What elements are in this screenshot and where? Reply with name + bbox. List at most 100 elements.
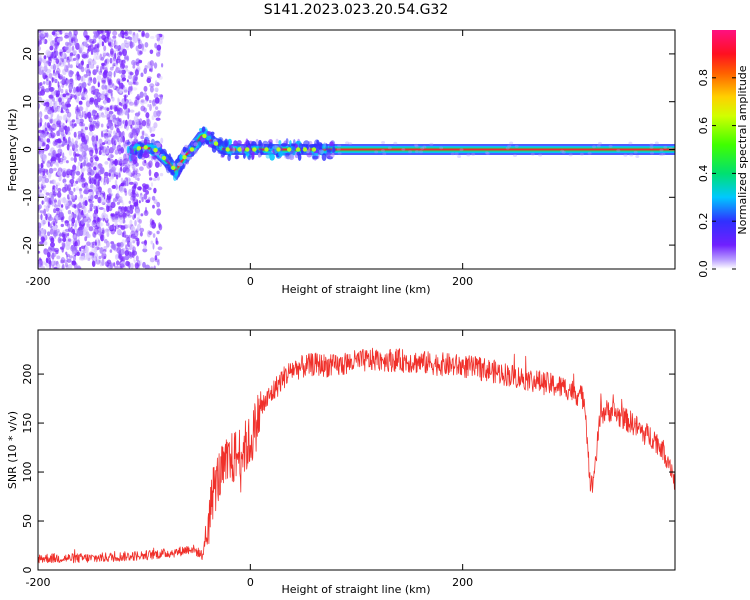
spectrogram-noise-point [128,181,134,185]
carrier-faint-point [507,144,512,148]
carrier-faint-point [598,141,602,145]
spectrogram-noise-point [148,169,152,177]
spectrogram-noise-point [89,207,93,212]
spectrogram-noise-point [70,157,74,161]
spectrogram-noise-point [115,193,120,200]
spectrogram-noise-point [33,123,38,127]
spectrogram-noise-point [112,85,116,89]
spectrogram-noise-point [38,151,45,158]
spectrogram-noise-point [75,171,81,176]
spectrogram-noise-point [80,132,86,138]
spectrogram-noise-point [150,266,154,269]
spectrogram-noise-point [38,175,42,182]
spectrogram-noise-point [106,177,110,185]
spectrogram-noise-point [76,86,80,93]
spectrogram-noise-point [83,189,88,195]
spectrogram-noise-point [62,122,65,129]
carrier-faint-point [336,147,341,151]
spectrogram-noise-point [67,118,70,123]
spectrogram-noise-point [121,63,125,69]
spectrogram-noise-point [102,55,105,59]
spectrogram-noise-point [43,241,48,246]
spectrogram-noise-point [111,184,117,189]
spectrogram-noise-point [33,170,36,176]
spectrogram-noise-point [32,211,35,214]
spectrogram-noise-point [160,38,163,45]
spectrogram-noise-point [105,137,109,142]
spectrogram-noise-point [38,204,42,210]
carrier-node [311,147,317,152]
spectrogram-noise-point [104,229,108,234]
spectrogram-noise-point [101,90,105,95]
spectrogram-noise-point [57,148,63,155]
colorbar: 0.0 0.2 0.4 0.6 0.8 Normalized spectral ampl… [697,30,749,278]
spectrogram-noise-point [94,143,98,151]
spectrogram-noise-point [51,123,57,131]
spectrogram-noise-point [35,49,38,53]
spectrogram-noise-point [111,96,115,102]
spectrogram-noise-point [141,120,147,127]
spectrogram-noise-point [74,123,77,127]
spectrogram-noise-point [41,174,47,179]
spectrogram-noise-point [76,203,80,210]
spectrogram-noise-point [114,149,119,155]
spectrogram-noise-point [132,196,137,202]
spectrogram-noise-point [126,224,131,228]
spectrogram-noise-point [114,179,118,186]
spectrogram-noise-point [129,90,133,95]
carrier-faint-point [408,150,413,154]
carrier-scatter-point [177,169,181,178]
spectrogram-noise-point [50,242,55,248]
spectrogram-noise-point [149,103,152,112]
carrier-scatter-point [281,142,288,147]
spectrogram-noise-point [32,136,37,141]
spectrogram-noise-point [108,53,111,58]
spectrogram-noise-point [33,133,38,139]
snr-ytick-label: 50 [21,514,34,528]
spectrogram-noise-point [147,103,150,108]
spectrogram-noise-point [33,131,37,136]
spectrogram-noise-point [74,219,78,228]
spectrogram-noise-point [107,157,111,161]
spectrogram-noise-point [91,46,96,50]
spectrogram-noise-point [140,213,144,217]
spectrogram-noise-point [132,170,135,177]
spectrogram-noise-point [103,250,106,255]
spectrogram-noise-point [38,149,41,155]
spectrogram-noise-point [112,143,116,151]
spectrogram-noise-point [118,51,123,56]
spectrogram-noise-point [55,207,60,212]
spectrogram-noise-point [93,166,97,171]
spectrogram-noise-point [49,228,54,235]
spectrogram-noise-point [119,162,125,167]
spectrogram-noise-point [57,129,61,137]
spectrogram-noise-point [136,173,140,178]
spectrogram-noise-point [73,151,77,158]
spectrogram-noise-point [67,227,72,233]
carrier-faint-point [628,141,633,145]
carrier-node [302,147,308,152]
spectrogram-noise-point [62,237,67,243]
spectrogram-noise-point [38,129,43,134]
spectrogram-noise-point [136,99,140,105]
spectrogram-noise-point [95,213,98,221]
spectrogram-noise-point [35,239,38,243]
carrier-scatter-point [288,154,295,161]
spectrogram-noise-point [35,258,38,261]
spectrogram-noise-point [99,105,104,109]
carrier-scatter-point [150,138,155,145]
spectrogram-noise-point [52,231,58,237]
spectrogram-noise-point [52,59,56,66]
carrier-faint-point [654,141,659,145]
spectrogram-noise-point [51,161,56,165]
spectrogram-noise-point [100,123,104,128]
spectrogram-noise-point [118,69,123,74]
spectrogram-noise-point [98,150,102,155]
spectrogram-noise-point [133,35,138,44]
spectrogram-noise-point [58,104,63,108]
spectrogram-noise-point [60,216,64,223]
spectrogram-noise-point [122,48,127,57]
spectrogram-noise-point [97,105,100,108]
spectrogram-noise-point [140,100,145,105]
spectrogram-noise-point [103,246,108,250]
